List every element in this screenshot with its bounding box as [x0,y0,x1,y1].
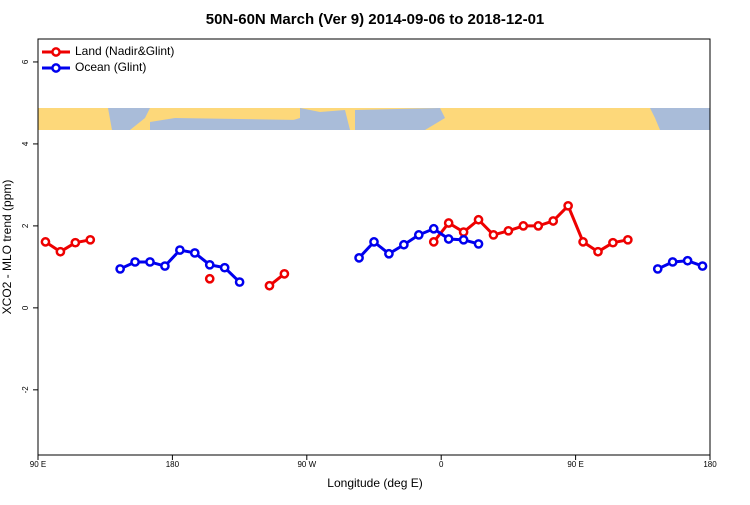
point [175,245,185,255]
point [623,234,633,245]
point [667,257,678,267]
x-tick-label: 90 E [30,460,46,469]
point [443,234,454,244]
point [130,257,140,267]
point [503,225,514,236]
point [189,248,200,258]
plot-frame [37,38,711,456]
point [369,237,379,247]
point [204,273,215,284]
point [234,277,245,287]
point [115,264,125,274]
x-tick-label: 90 W [297,460,316,469]
series-line [44,203,629,287]
map-strip [38,108,710,130]
point [458,234,469,245]
series-line [119,227,704,284]
point [160,261,170,271]
point [384,248,394,259]
y-tick-label: 4 [21,141,30,146]
point [682,255,693,266]
point [279,268,290,279]
x-tick-label: 180 [703,460,717,469]
legend-marker [51,47,61,57]
x-tick-label: 90 E [567,460,583,469]
point [264,280,275,291]
chart-title: 50N-60N March (Ver 9) 2014-09-06 to 2018… [206,11,545,28]
y-axis-label: XCO2 - MLO trend (ppm) [0,180,14,315]
point [55,246,66,257]
point [145,257,155,267]
point [85,234,96,245]
point [473,239,484,249]
point [204,259,215,270]
point [488,230,499,240]
point [458,227,469,237]
y-tick-label: 6 [21,59,30,64]
point [70,237,81,248]
point [40,237,51,247]
point [399,239,409,250]
legend-marker [51,63,61,73]
point [533,221,544,231]
point [428,237,439,247]
point [608,237,618,248]
y-tick-label: -2 [21,386,30,394]
point [563,200,573,211]
x-tick-label: 180 [166,460,180,469]
legend-label: Land (Nadir&Glint) [75,44,174,58]
point [518,221,529,231]
y-tick-label: 2 [21,223,30,228]
point [548,216,559,226]
legend-label: Ocean (Glint) [75,60,146,74]
point [413,230,424,240]
point [443,218,454,228]
point [578,237,588,247]
point [652,264,663,274]
point [354,253,364,263]
y-tick-label: 0 [21,305,30,310]
point [697,261,708,271]
point [593,246,603,257]
point [473,214,484,225]
x-tick-label: 0 [439,460,444,469]
x-axis-label: Longitude (deg E) [327,476,422,490]
point [428,223,439,234]
point [219,262,230,273]
